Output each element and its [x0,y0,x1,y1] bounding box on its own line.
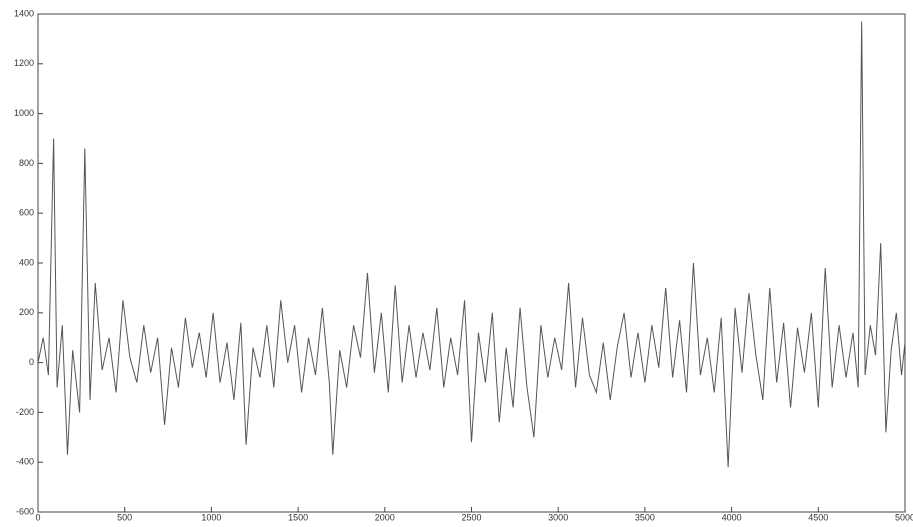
y-tick-label: 0 [29,357,34,367]
x-tick-label: 2500 [461,512,481,522]
y-tick-label: 400 [19,257,34,267]
y-tick-label: 1000 [14,108,34,118]
x-tick-label: 0 [35,512,40,522]
x-tick-label: 3500 [635,512,655,522]
x-tick-label: 4000 [722,512,742,522]
x-tick-label: 2000 [375,512,395,522]
y-tick-label: -400 [16,457,34,467]
x-tick-label: 1000 [201,512,221,522]
data-line [37,21,906,468]
x-tick-label: 500 [117,512,132,522]
y-tick-label: -600 [16,506,34,516]
x-tick-label: 3000 [548,512,568,522]
y-tick-label: 200 [19,307,34,317]
y-tick-label: 600 [19,208,34,218]
y-tick-label: -200 [16,407,34,417]
y-tick-label: 1200 [14,58,34,68]
x-tick-label: 4500 [808,512,828,522]
x-tick-label: 5000 [895,512,913,522]
x-tick-label: 1500 [288,512,308,522]
y-tick-label: 800 [19,158,34,168]
y-tick-label: 1400 [14,8,34,18]
